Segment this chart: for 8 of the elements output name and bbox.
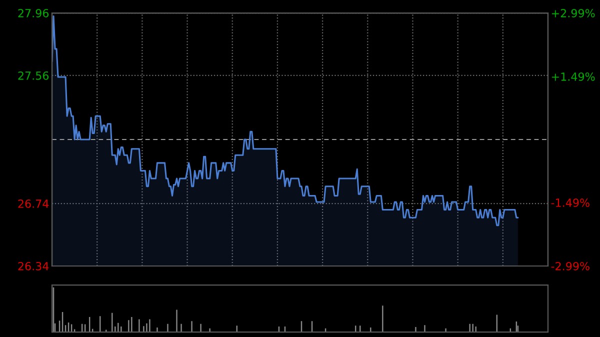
y2-tick-label: -2.99% <box>551 262 590 270</box>
y2-tick-label: +1.49% <box>552 72 595 81</box>
y2-tick-label: +2.99% <box>552 8 595 18</box>
y-tick-label: 26.34 <box>18 262 49 270</box>
y2-tick-label: -1.49% <box>551 198 590 207</box>
y-tick-label: 26.74 <box>18 200 49 208</box>
y-tick-label: 27.96 <box>18 8 49 18</box>
y-tick-label: 27.56 <box>18 71 49 80</box>
